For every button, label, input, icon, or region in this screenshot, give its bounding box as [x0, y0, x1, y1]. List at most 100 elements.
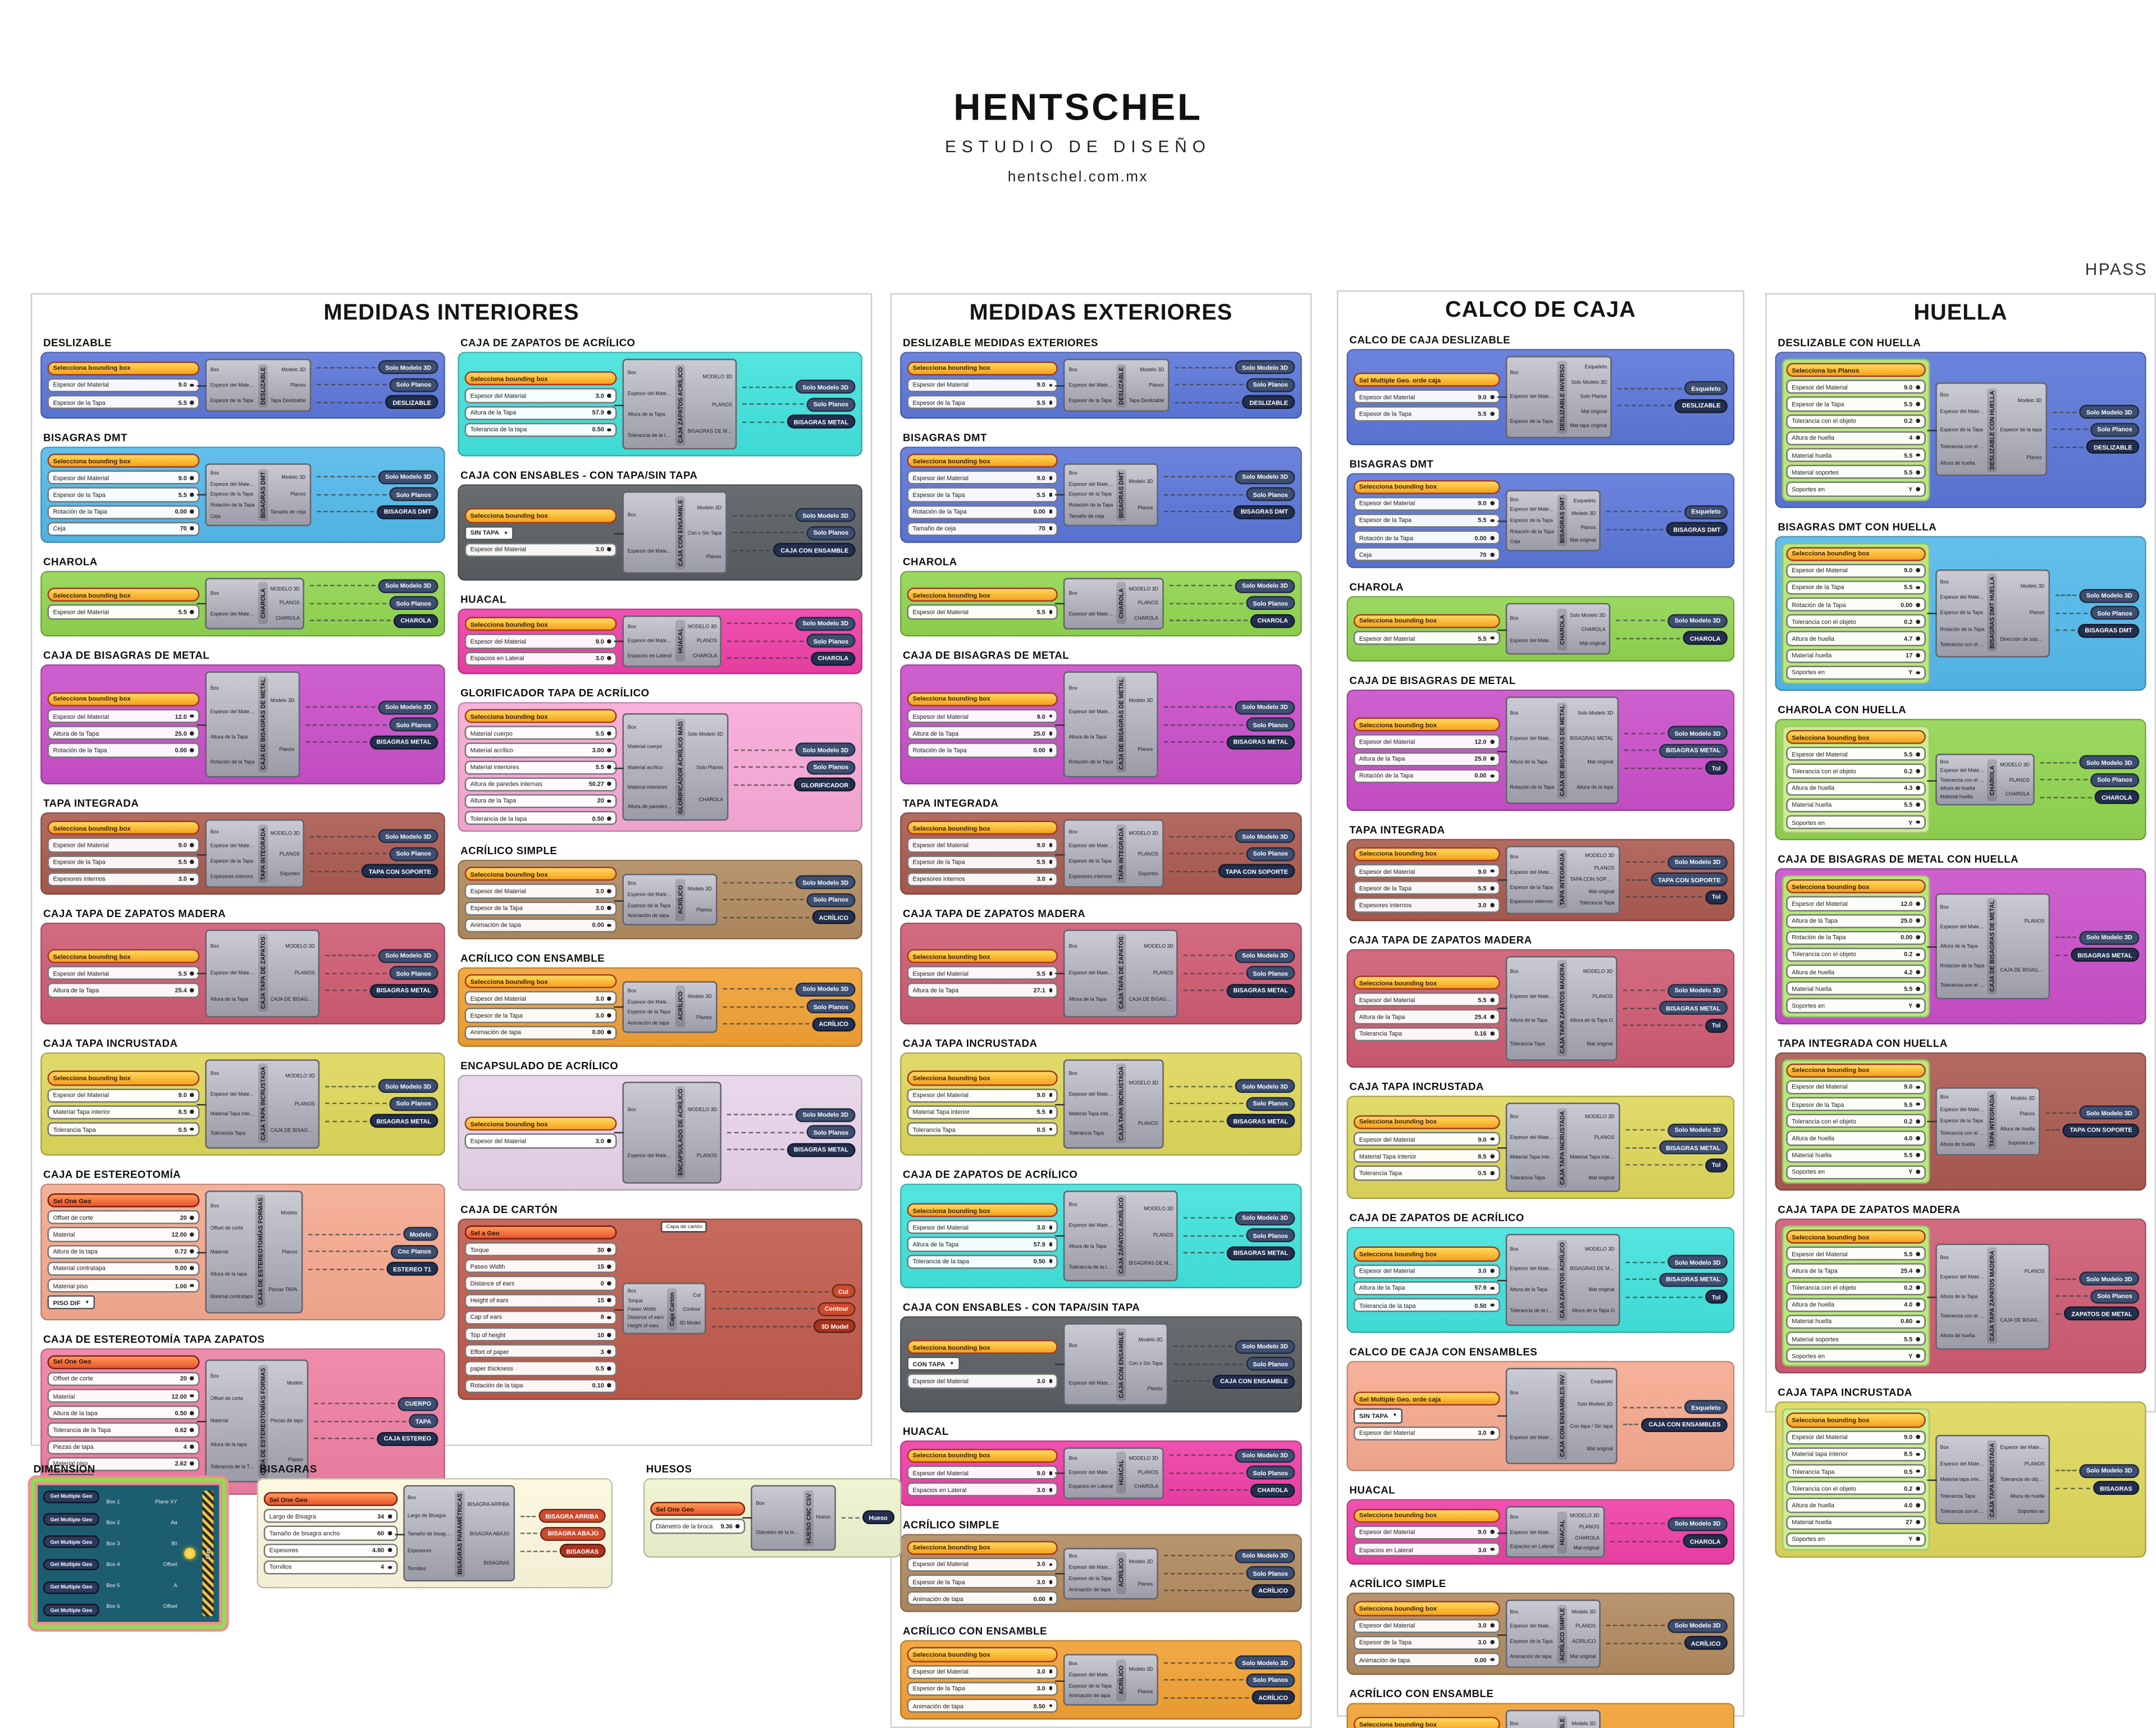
- number-slider[interactable]: Soportes en Y: [1786, 998, 1926, 1013]
- slider-knob[interactable]: [607, 1298, 612, 1303]
- output-param[interactable]: Solo Planos: [806, 526, 856, 540]
- slider-knob[interactable]: [1049, 383, 1053, 387]
- slider-knob[interactable]: [607, 1247, 612, 1252]
- output-param[interactable]: Solo Planos: [389, 378, 438, 393]
- output-param[interactable]: Solo Modelo 3D: [1668, 1255, 1728, 1270]
- slider-knob[interactable]: [1490, 886, 1494, 890]
- slider-knob[interactable]: [607, 427, 612, 432]
- number-slider[interactable]: Rotación de la Tapa 0.00: [907, 504, 1058, 519]
- slider-knob[interactable]: [190, 400, 194, 404]
- output-param[interactable]: ACRÍLICO: [1684, 1636, 1728, 1650]
- output-param[interactable]: DESLIZABLE: [1243, 395, 1295, 410]
- select-geometry-button[interactable]: Selecciona bounding box: [1786, 730, 1926, 745]
- number-slider[interactable]: Tolerancia con el objeto 0.2: [1786, 1114, 1926, 1129]
- slider-knob[interactable]: [607, 996, 612, 1001]
- number-slider[interactable]: Altura de la Tapa 25.0: [1353, 751, 1500, 767]
- output-param[interactable]: Solo Modelo 3D: [1235, 579, 1295, 594]
- select-geometry-button[interactable]: Selecciona bounding box: [1786, 1229, 1926, 1244]
- slider-knob[interactable]: [607, 816, 612, 820]
- output-param[interactable]: Solo Modelo 3D: [2079, 405, 2140, 420]
- component[interactable]: Box Espesor del Material Altura de la Tapa…: [1926, 892, 2050, 1000]
- slider-knob[interactable]: [1916, 1102, 1920, 1106]
- number-slider[interactable]: Soportes en Y: [1786, 1165, 1926, 1180]
- select-geometry-button[interactable]: Selecciona bounding box: [1353, 613, 1500, 628]
- slider-knob[interactable]: [1916, 585, 1920, 590]
- select-geometry-button[interactable]: Sel One Geo: [650, 1502, 746, 1517]
- output-param[interactable]: Solo Planos: [389, 966, 438, 981]
- slider-knob[interactable]: [1916, 769, 1920, 773]
- output-param[interactable]: TAPA CON SOPORTE: [1651, 872, 1728, 887]
- number-slider[interactable]: Espesor del Material 9.0: [907, 1088, 1058, 1102]
- number-slider[interactable]: Altura de la tapa 0.50: [47, 1406, 200, 1420]
- select-geometry-button[interactable]: Selecciona bounding box: [1353, 1247, 1500, 1261]
- slider-knob[interactable]: [1049, 610, 1053, 614]
- output-param[interactable]: BISAGRA ABAJO: [541, 1526, 606, 1540]
- slider-knob[interactable]: [607, 656, 612, 660]
- output-param[interactable]: Solo Modelo 3D: [1668, 1516, 1728, 1531]
- slider-knob[interactable]: [1049, 509, 1053, 514]
- slider-knob[interactable]: [1916, 1520, 1920, 1525]
- slider-knob[interactable]: [1916, 1337, 1920, 1341]
- slider-knob[interactable]: [1490, 1530, 1494, 1534]
- slider-knob[interactable]: [1490, 997, 1494, 1002]
- slider-knob[interactable]: [1916, 1469, 1920, 1474]
- output-param[interactable]: Solo Modelo 3D: [378, 1079, 438, 1093]
- component[interactable]: Box Espesor del Material CAJA CON ENSAMBL…: [1055, 1323, 1168, 1405]
- number-slider[interactable]: Tolerancia de la tapa 0.50: [907, 1254, 1058, 1269]
- output-param[interactable]: 3D Model: [814, 1319, 856, 1334]
- number-slider[interactable]: Material 12.00: [47, 1227, 200, 1242]
- number-slider[interactable]: Espesor del Material 9.0: [47, 1088, 200, 1102]
- number-slider[interactable]: Animación de tapa 0.00: [1353, 1652, 1500, 1667]
- output-param[interactable]: BISAGRAS METAL: [1226, 1114, 1295, 1128]
- slider-knob[interactable]: [190, 748, 194, 753]
- output-param[interactable]: ACRÍLICO: [811, 1017, 856, 1032]
- number-slider[interactable]: Animación de tapa 0.00: [464, 918, 618, 933]
- select-geometry-button[interactable]: Selecciona bounding box: [1353, 847, 1500, 861]
- number-slider[interactable]: Espesor de la Tapa 5.5: [47, 395, 200, 409]
- slider-knob[interactable]: [1049, 1670, 1053, 1674]
- select-geometry-button[interactable]: Selecciona bounding box: [47, 949, 200, 964]
- slider-knob[interactable]: [1916, 671, 1920, 675]
- number-slider[interactable]: Tolerancia Tapa 0.16: [1353, 1027, 1500, 1041]
- slider-knob[interactable]: [387, 1531, 392, 1535]
- component[interactable]: Box Diámetro de la broca HUESO CNC CSV Hu…: [742, 1485, 835, 1551]
- slider-knob[interactable]: [190, 1411, 194, 1415]
- slider-knob[interactable]: [736, 1524, 740, 1529]
- output-param[interactable]: Solo Modelo 3D: [378, 361, 438, 375]
- slider-knob[interactable]: [1049, 1379, 1053, 1383]
- output-param[interactable]: Solo Planos: [1246, 487, 1295, 502]
- slider-knob[interactable]: [1916, 786, 1920, 790]
- slider-knob[interactable]: [1916, 1269, 1920, 1273]
- select-geometry-button[interactable]: Selecciona bounding box: [907, 587, 1058, 603]
- output-param[interactable]: ACRÍLICO: [811, 910, 856, 924]
- slider-knob[interactable]: [1490, 1137, 1494, 1141]
- select-geometry-button[interactable]: Sel One Geo: [47, 1355, 200, 1369]
- select-geometry-button[interactable]: Sel Multiple Geo. orde caja: [1353, 1392, 1500, 1406]
- slider-knob[interactable]: [1049, 1686, 1053, 1691]
- output-param[interactable]: TAPA CON SOPORTE: [2062, 1123, 2140, 1137]
- output-param[interactable]: BISAGRAS: [2093, 1481, 2140, 1496]
- select-geometry-button[interactable]: Selecciona bounding box: [1786, 546, 1926, 561]
- number-slider[interactable]: Espesores internos 3.0: [1353, 898, 1500, 913]
- output-param[interactable]: Cut: [831, 1284, 856, 1299]
- slider-knob[interactable]: [607, 906, 612, 910]
- output-param[interactable]: CUERPO: [398, 1397, 438, 1411]
- slider-knob[interactable]: [387, 1514, 392, 1519]
- component[interactable]: Box Espesor del Material Material Tapa int…: [1055, 1059, 1163, 1148]
- output-param[interactable]: Solo Planos: [2090, 422, 2140, 437]
- value-list-dropdown[interactable]: PISO DIF▼: [47, 1295, 95, 1310]
- number-slider[interactable]: Espacios en Lateral 3.0: [907, 1483, 1058, 1497]
- output-param[interactable]: Solo Modelo 3D: [795, 875, 856, 890]
- slider-knob[interactable]: [607, 1383, 612, 1388]
- number-slider[interactable]: Altura de la Tapa 57.9: [907, 1237, 1058, 1252]
- select-geometry-button[interactable]: Selecciona bounding box: [464, 709, 618, 723]
- slider-knob[interactable]: [1916, 936, 1920, 940]
- output-param[interactable]: Solo Modelo 3D: [2079, 930, 2140, 945]
- output-param[interactable]: Solo Planos: [1246, 846, 1295, 861]
- number-slider[interactable]: Espesor de la Tapa 3.0: [464, 901, 618, 915]
